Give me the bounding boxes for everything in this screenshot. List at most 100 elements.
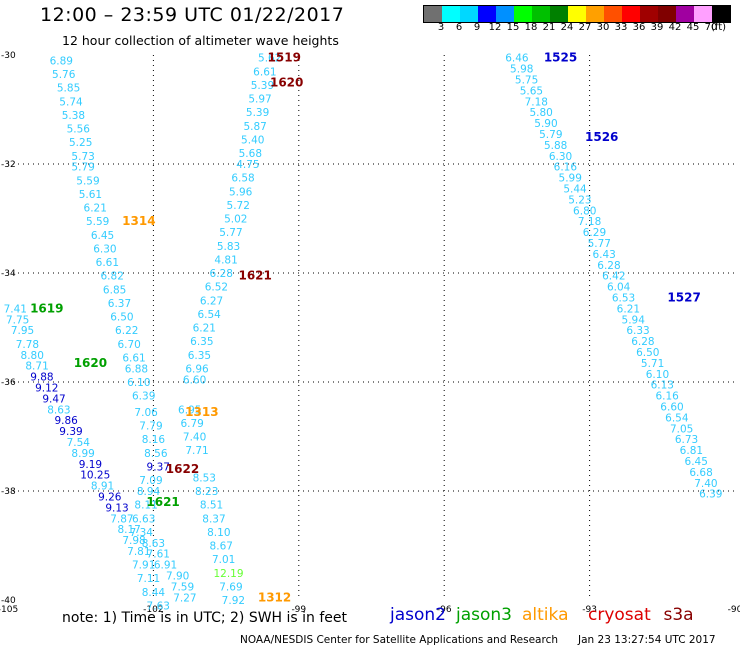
- y-tick-label: -38: [1, 487, 16, 497]
- color-tick-label: 30: [596, 22, 610, 33]
- wave-height-label: 6.50: [110, 312, 133, 324]
- wave-height-label: 6.89: [50, 55, 73, 67]
- wave-height-label: 6.28: [597, 260, 620, 272]
- wave-height-label: 6.29: [583, 227, 606, 239]
- wave-height-label: 6.70: [117, 339, 140, 351]
- wave-height-label: 7.75: [6, 314, 29, 326]
- wave-height-label: 6.63: [132, 513, 155, 525]
- y-tick-label: -34: [1, 269, 16, 279]
- wave-height-label: 5.83: [217, 241, 240, 253]
- wave-height-label: 8.51: [200, 500, 223, 512]
- color-scale-bar: [423, 5, 731, 23]
- wave-height-label: 5.99: [559, 173, 582, 185]
- wave-height-label: 6.85: [103, 284, 126, 296]
- wave-height-label: 5.98: [510, 64, 533, 76]
- wave-height-label: 7.18: [525, 96, 548, 108]
- wave-height-label: 7.98: [122, 535, 145, 547]
- wave-height-label: 7.87: [110, 513, 133, 525]
- color-swatch: [568, 6, 586, 22]
- y-tick-label: -30: [1, 51, 16, 61]
- color-swatch: [532, 6, 550, 22]
- pass-time-label: 1622: [166, 462, 199, 476]
- color-tick-label: 27: [578, 22, 592, 33]
- wave-height-label: 7.41: [4, 303, 27, 315]
- color-swatch: [514, 6, 532, 22]
- wave-height-label: 6.10: [646, 369, 669, 381]
- wave-height-label: 5.02: [224, 214, 247, 226]
- chart-subtitle: 12 hour collection of altimeter wave hei…: [62, 33, 339, 48]
- wave-height-label: 6.35: [188, 350, 211, 362]
- wave-height-label: 8.53: [193, 472, 216, 484]
- wave-height-label: 5.80: [529, 107, 552, 119]
- wave-height-label: 7.69: [219, 581, 242, 593]
- wave-height-label: 8.11: [134, 500, 157, 512]
- wave-height-label: 6.61: [122, 352, 145, 364]
- wave-height-label: 6.73: [675, 434, 698, 446]
- wave-height-label: 6.61: [96, 257, 119, 269]
- color-tick-label: 15: [506, 22, 520, 33]
- wave-height-label: 7.78: [16, 339, 39, 351]
- wave-height-label: 8.94: [137, 486, 161, 498]
- pass-time-label: 1527: [667, 291, 700, 305]
- wave-height-label: 7.95: [11, 325, 34, 337]
- wave-height-label: 5.61: [79, 189, 102, 201]
- wave-height-label: 6.61: [253, 66, 276, 78]
- wave-height-label: 5.74: [59, 96, 83, 108]
- wave-height-label: 5.88: [544, 140, 567, 152]
- color-swatch: [586, 6, 604, 22]
- color-swatch: [658, 6, 676, 22]
- wave-height-label: 5.77: [588, 238, 611, 250]
- wave-height-label: 7.79: [139, 421, 162, 433]
- wave-height-label: 6.96: [185, 363, 209, 375]
- color-tick-label: 12: [488, 22, 502, 33]
- wave-height-label: 5.85: [57, 83, 80, 95]
- wave-height-label: 7.05: [670, 423, 693, 435]
- wave-height-label: 5.77: [219, 227, 242, 239]
- wave-height-label: 6.39: [699, 489, 722, 501]
- wave-height-label: 5.79: [71, 162, 94, 174]
- credit-line: NOAA/NESDIS Center for Satellite Applica…: [240, 634, 558, 646]
- pass-time-label: 1620: [74, 356, 107, 370]
- color-tick-label: 3: [437, 22, 445, 33]
- wave-height-label: 7.90: [166, 570, 189, 582]
- wave-height-label: 9.88: [30, 372, 53, 384]
- pass-time-label: 1621: [238, 269, 271, 283]
- y-tick-label: -40: [1, 596, 16, 606]
- wave-height-label: 5.39: [251, 80, 274, 92]
- wave-height-label: 8.99: [71, 448, 94, 460]
- wave-height-label: 7.92: [222, 595, 245, 607]
- color-swatch: [712, 6, 730, 22]
- wave-height-label: 5.87: [243, 121, 266, 133]
- wave-height-label: 6.16: [655, 391, 679, 403]
- wave-height-label: 9.37: [147, 461, 170, 473]
- wave-height-label: 6.21: [193, 323, 216, 335]
- wave-height-label: 5.72: [227, 200, 250, 212]
- wave-height-label: 8.44: [142, 587, 166, 599]
- wave-height-label: 9.13: [105, 502, 128, 514]
- color-swatch: [676, 6, 694, 22]
- color-tick-label: 21: [542, 22, 556, 33]
- x-tick-label: -96: [437, 605, 452, 615]
- wave-height-label: 6.68: [689, 467, 712, 479]
- legend-jason2: jason2: [390, 605, 446, 625]
- wave-height-label: 8.80: [21, 350, 44, 362]
- wave-height-label: 7.09: [139, 475, 162, 487]
- wave-height-label: 6.46: [505, 53, 529, 65]
- color-tick-label: 6: [455, 22, 463, 33]
- wave-height-label: 5.96: [229, 186, 253, 198]
- wave-height-label: 4.75: [236, 159, 259, 171]
- pass-time-label: 1526: [585, 130, 618, 144]
- wave-height-label: 6.45: [91, 230, 114, 242]
- color-tick-label: 18: [524, 22, 538, 33]
- wave-height-label: 6.21: [617, 303, 640, 315]
- legend-altika: altika: [522, 605, 569, 625]
- color-swatch: [442, 6, 460, 22]
- color-tick-label: 24: [560, 22, 574, 33]
- wave-height-label: 6.91: [154, 560, 177, 572]
- x-tick-label: -102: [143, 605, 163, 615]
- wave-height-label: 10.25: [80, 470, 110, 482]
- wave-height-label: 6.80: [573, 205, 596, 217]
- page-title: 12:00 – 23:59 UTC 01/22/2017: [40, 4, 345, 26]
- legend-s3a: s3a: [663, 605, 694, 625]
- wave-height-label: 6.95: [178, 404, 201, 416]
